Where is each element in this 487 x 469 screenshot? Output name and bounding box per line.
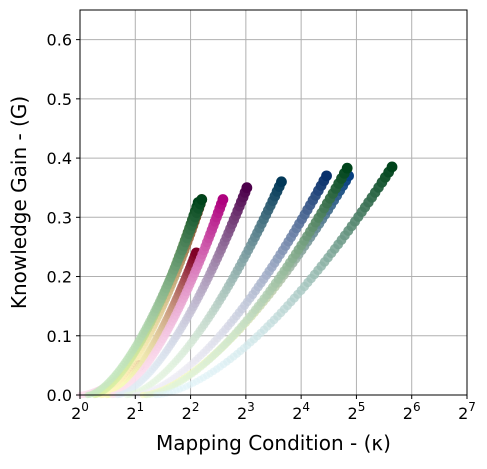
x-tick-label: 23 (237, 400, 255, 423)
y-tick-label: 0.1 (47, 327, 72, 346)
y-axis-label: Knowledge Gain - (G) (7, 96, 31, 309)
points-layer (76, 161, 398, 399)
x-tick-exponent: 4 (302, 400, 310, 414)
x-tick-exponent: 2 (192, 400, 200, 414)
x-tick-label: 27 (458, 400, 476, 423)
y-tick-label: 0.6 (47, 31, 72, 50)
data-point (321, 170, 332, 182)
x-tick-exponent: 3 (247, 400, 255, 414)
x-tick-label: 24 (292, 400, 310, 423)
y-tick-label: 0.2 (47, 268, 72, 287)
x-tick-exponent: 0 (81, 400, 89, 414)
data-point (196, 194, 208, 205)
x-tick-exponent: 5 (358, 400, 366, 414)
x-tick-label: 25 (348, 400, 366, 423)
y-tick-label: 0.5 (47, 90, 72, 109)
x-tick-label: 22 (182, 400, 200, 423)
x-tick-label: 26 (403, 400, 421, 423)
data-point (241, 182, 253, 194)
data-point (386, 161, 398, 173)
x-tick-label: 20 (71, 400, 89, 423)
y-tick-label: 0.3 (47, 208, 72, 227)
x-tick-exponent: 6 (413, 400, 421, 414)
plot-frame (79, 9, 468, 396)
x-tick-exponent: 7 (468, 400, 476, 414)
x-axis-label: Mapping Condition - (κ) (156, 431, 391, 455)
x-tick-exponent: 1 (137, 400, 145, 414)
y-tick-label: 0.4 (47, 149, 72, 168)
data-point (217, 194, 229, 205)
grid-layer (79, 10, 468, 396)
y-tick-label: 0.0 (47, 386, 72, 405)
x-tick-label: 21 (126, 400, 144, 423)
data-point (341, 162, 353, 174)
data-point (276, 176, 287, 188)
